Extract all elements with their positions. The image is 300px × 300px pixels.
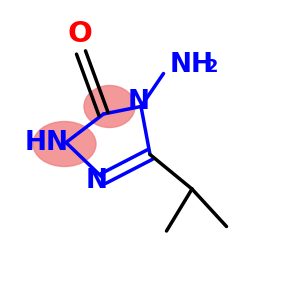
Ellipse shape [84, 85, 135, 128]
Text: 2: 2 [206, 58, 218, 76]
Text: N: N [85, 169, 108, 194]
Ellipse shape [33, 122, 96, 167]
Text: O: O [67, 20, 92, 49]
Text: N: N [128, 89, 150, 115]
Text: HN: HN [25, 130, 68, 155]
Text: NH: NH [169, 52, 214, 77]
